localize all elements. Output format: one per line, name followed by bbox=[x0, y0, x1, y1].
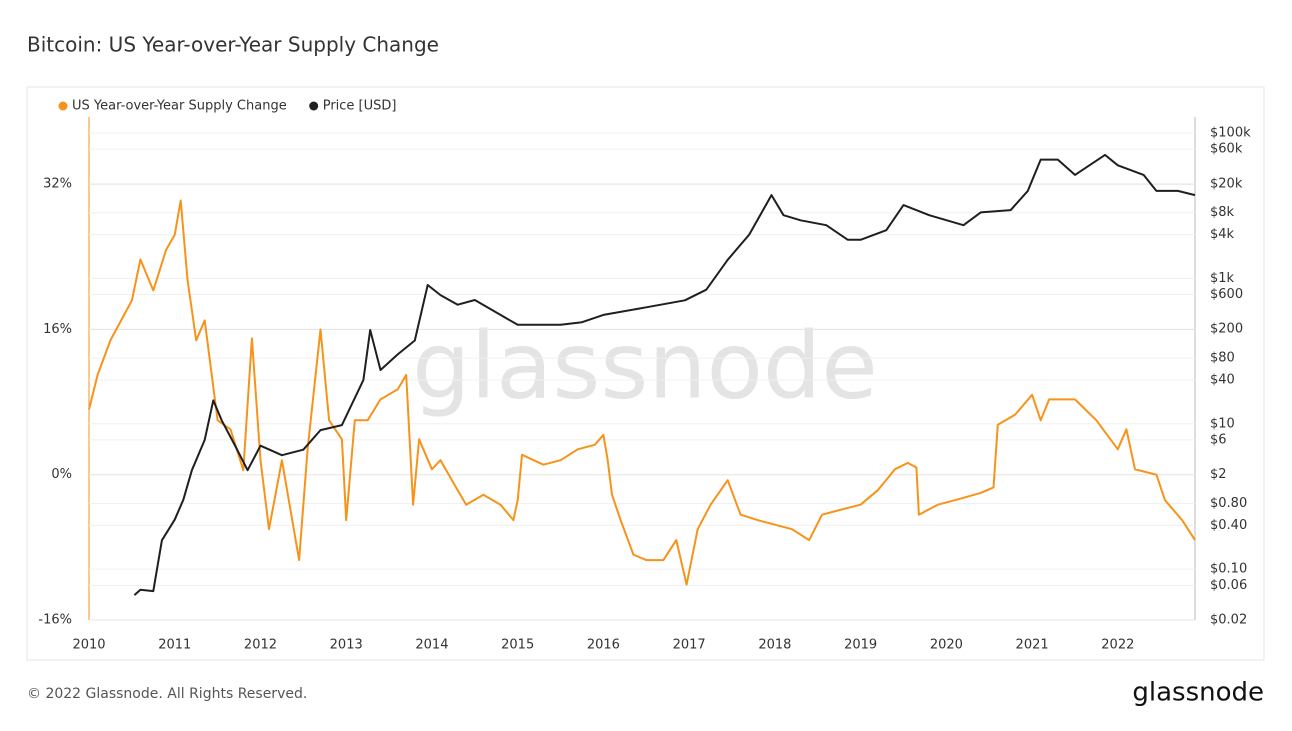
series-line bbox=[133, 153, 1196, 596]
x-tick-label: 2014 bbox=[415, 638, 448, 653]
brand-logo: glassnode bbox=[1132, 678, 1264, 708]
y-tick-label: 0% bbox=[51, 467, 72, 482]
chart-frame bbox=[26, 86, 1265, 661]
series-line bbox=[88, 199, 1196, 586]
x-tick-label: 2017 bbox=[673, 638, 706, 653]
footer: © 2022 Glassnode. All Rights Reserved. bbox=[27, 686, 307, 702]
x-tick-label: 2018 bbox=[758, 638, 791, 653]
x-tick-label: 2016 bbox=[587, 638, 620, 653]
y2-tick-label: $8k bbox=[1210, 205, 1235, 220]
legend-label[interactable]: Price [USD] bbox=[323, 99, 397, 114]
watermark: glassnode bbox=[412, 312, 878, 419]
y2-tick-label: $4k bbox=[1210, 227, 1235, 242]
x-tick-label: 2019 bbox=[844, 638, 877, 653]
y2-tick-label: $80 bbox=[1210, 351, 1235, 366]
x-tick-label: 2021 bbox=[1016, 638, 1049, 653]
y-tick-label: 16% bbox=[43, 322, 72, 337]
y2-tick-label: $0.06 bbox=[1210, 578, 1247, 593]
y2-tick-label: $2 bbox=[1210, 467, 1227, 482]
y2-tick-label: $0.02 bbox=[1210, 613, 1247, 628]
legend-marker bbox=[58, 101, 68, 111]
x-tick-label: 2022 bbox=[1101, 638, 1134, 653]
x-tick-label: 2013 bbox=[330, 638, 363, 653]
y2-tick-label: $40 bbox=[1210, 373, 1235, 388]
x-tick-label: 2015 bbox=[501, 638, 534, 653]
y2-tick-label: $100k bbox=[1210, 126, 1251, 141]
x-tick-label: 2011 bbox=[158, 638, 191, 653]
x-tick-label: 2012 bbox=[244, 638, 277, 653]
legend-marker bbox=[309, 101, 319, 111]
y-tick-label: 32% bbox=[43, 177, 72, 192]
y2-tick-label: $0.10 bbox=[1210, 562, 1247, 577]
chart-title: Bitcoin: US Year-over-Year Supply Change bbox=[27, 33, 439, 57]
y2-tick-label: $600 bbox=[1210, 287, 1243, 302]
y2-tick-label: $0.80 bbox=[1210, 496, 1247, 511]
y2-tick-label: $6 bbox=[1210, 432, 1227, 447]
y2-tick-label: $0.40 bbox=[1210, 518, 1247, 533]
y-tick-label: -16% bbox=[38, 613, 72, 628]
y2-tick-label: $200 bbox=[1210, 322, 1243, 337]
y2-tick-label: $1k bbox=[1210, 271, 1235, 286]
x-tick-label: 2020 bbox=[930, 638, 963, 653]
y2-tick-label: $10 bbox=[1210, 416, 1235, 431]
legend-label[interactable]: US Year-over-Year Supply Change bbox=[72, 99, 287, 114]
y2-tick-label: $20k bbox=[1210, 176, 1243, 191]
y2-tick-label: $60k bbox=[1210, 142, 1243, 157]
x-tick-label: 2010 bbox=[72, 638, 105, 653]
